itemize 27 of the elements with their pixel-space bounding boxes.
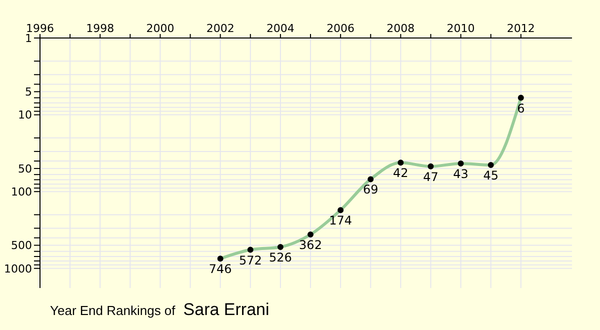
x-tick-label: 2004 (266, 22, 294, 35)
x-tick-label: 2010 (446, 22, 475, 35)
y-tick-label: 50 (18, 162, 32, 176)
x-tick-label: 2012 (506, 22, 535, 35)
text: Sara Errani (183, 300, 270, 320)
data-label: 746 (208, 262, 232, 276)
y-tick-label: 500 (11, 239, 32, 252)
x-tick-label: 2000 (146, 22, 174, 35)
data-label: 526 (269, 250, 292, 264)
x-tick-label: 1998 (86, 22, 114, 35)
y-tick-label: 1000 (4, 262, 32, 276)
data-label: 572 (238, 253, 262, 268)
data-label: 47 (423, 170, 438, 184)
data-label: 43 (453, 166, 468, 181)
x-tick-label: 2002 (206, 22, 234, 35)
text: Year End Rankings of (50, 303, 176, 318)
data-label: 69 (362, 182, 378, 197)
y-tick-label: 10 (18, 108, 32, 122)
data-label: 42 (393, 166, 408, 180)
data-label: 45 (483, 168, 498, 182)
data-label: 6 (517, 101, 525, 116)
data-label: 362 (299, 238, 322, 252)
y-tick-label: 100 (11, 186, 32, 198)
data-label: 174 (329, 214, 352, 228)
x-tick-label: 2006 (326, 22, 355, 35)
y-tick-label: 5 (25, 86, 32, 99)
x-tick-label: 2008 (386, 22, 415, 35)
